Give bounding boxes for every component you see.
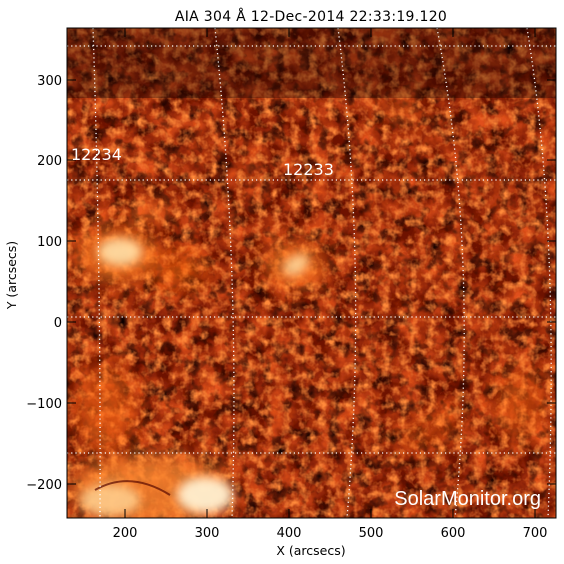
region-label-12233: 12233 — [283, 160, 334, 179]
y-tick-label: −200 — [26, 478, 62, 493]
x-tick-label: 300 — [195, 526, 220, 541]
region-label-12234: 12234 — [71, 145, 122, 164]
right-side-bright-streaks — [382, 98, 545, 450]
bottom-left-bright-region — [70, 365, 233, 518]
y-tick-label: 300 — [37, 74, 62, 89]
x-axis-label: X (arcsecs) — [276, 543, 345, 558]
figure-title: AIA 304 Å 12-Dec-2014 22:33:19.120 — [175, 8, 447, 25]
y-tick-label: 100 — [37, 235, 62, 250]
y-tick-label: 200 — [37, 154, 62, 169]
active-region-12234-glow — [78, 200, 205, 288]
x-tick-labels: 200 300 400 500 600 700 — [113, 526, 548, 541]
solar-image — [67, 28, 556, 518]
y-tick-labels: 300 200 100 0 −100 −200 — [26, 74, 62, 493]
dark-top-band — [67, 28, 556, 98]
x-tick-label: 700 — [523, 526, 548, 541]
heliographic-grid — [67, 28, 556, 518]
axis-ticks — [67, 28, 556, 518]
x-tick-label: 600 — [441, 526, 466, 541]
watermark: SolarMonitor.org — [394, 488, 541, 510]
plot-frame — [66, 27, 557, 519]
y-axis-label: Y (arcsecs) — [4, 241, 19, 310]
y-tick-label: −100 — [26, 397, 62, 412]
x-tick-label: 400 — [277, 526, 302, 541]
x-tick-label: 500 — [359, 526, 384, 541]
y-tick-label: 0 — [54, 316, 62, 331]
x-tick-label: 200 — [113, 526, 138, 541]
active-region-12233-glow — [265, 243, 325, 287]
